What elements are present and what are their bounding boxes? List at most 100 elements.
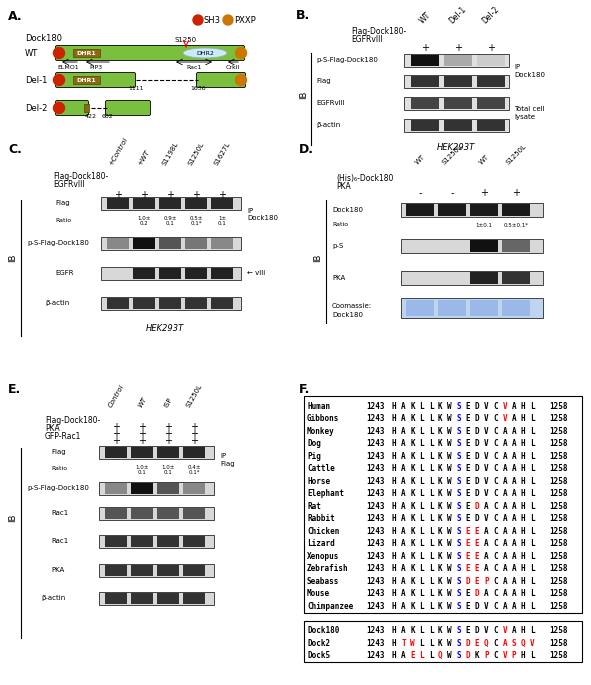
FancyBboxPatch shape [183, 483, 205, 494]
Text: K: K [410, 451, 415, 461]
Text: WT: WT [25, 49, 38, 58]
Text: K: K [438, 464, 443, 473]
FancyBboxPatch shape [185, 238, 207, 249]
FancyBboxPatch shape [411, 76, 439, 87]
Text: A: A [484, 589, 489, 598]
Text: A: A [502, 539, 507, 548]
Text: 1258: 1258 [549, 514, 567, 523]
Text: L: L [429, 626, 433, 635]
Text: 1243: 1243 [366, 401, 385, 411]
Text: WT: WT [417, 10, 433, 25]
Text: 1.0±: 1.0± [135, 465, 149, 470]
Text: L: L [420, 638, 424, 648]
Text: IP: IP [220, 453, 226, 459]
Text: K: K [410, 501, 415, 511]
FancyBboxPatch shape [106, 101, 151, 116]
Text: W: W [447, 589, 452, 598]
Text: K: K [410, 577, 415, 586]
Text: A: A [401, 401, 406, 411]
Text: EGFR: EGFR [55, 270, 73, 276]
Text: S: S [456, 501, 461, 511]
Text: p-S: p-S [332, 243, 343, 249]
Text: 1258: 1258 [549, 539, 567, 548]
FancyBboxPatch shape [304, 396, 582, 612]
Text: IB: IB [8, 254, 18, 262]
Text: PKA: PKA [45, 424, 60, 433]
Text: S: S [456, 489, 461, 498]
Text: 1243: 1243 [366, 464, 385, 473]
Text: +: + [480, 188, 488, 198]
Text: Q: Q [521, 638, 525, 648]
FancyBboxPatch shape [404, 54, 509, 67]
Text: L: L [530, 414, 535, 423]
FancyBboxPatch shape [185, 268, 207, 279]
Text: Flag: Flag [316, 78, 330, 84]
Text: E: E [475, 539, 479, 548]
Text: S: S [456, 564, 461, 573]
FancyBboxPatch shape [101, 237, 241, 250]
Text: K: K [410, 527, 415, 536]
Text: E: E [466, 514, 470, 523]
Text: 0.1: 0.1 [165, 221, 174, 226]
Text: Rac1: Rac1 [51, 510, 68, 516]
Text: +: + [164, 429, 172, 439]
FancyBboxPatch shape [131, 483, 153, 494]
Text: T: T [401, 638, 406, 648]
Text: Lizard: Lizard [307, 539, 335, 548]
Text: 0.4±: 0.4± [187, 465, 201, 470]
Text: A: A [401, 551, 406, 561]
Text: W: W [447, 451, 452, 461]
Text: L: L [530, 527, 535, 536]
Text: L: L [530, 589, 535, 598]
Text: D.: D. [299, 143, 314, 156]
Text: +: + [140, 190, 148, 200]
Text: Ratio: Ratio [51, 466, 67, 471]
Text: HEK293T: HEK293T [437, 143, 475, 152]
Text: C: C [493, 489, 498, 498]
Text: L: L [530, 501, 535, 511]
Text: L: L [420, 464, 424, 473]
Text: S1250L: S1250L [187, 140, 205, 166]
FancyBboxPatch shape [411, 120, 439, 131]
FancyBboxPatch shape [211, 238, 233, 249]
Text: 0.1*: 0.1* [190, 221, 202, 226]
Text: 1258: 1258 [549, 564, 567, 573]
FancyBboxPatch shape [105, 536, 127, 547]
Text: A: A [512, 489, 516, 498]
Text: L: L [420, 489, 424, 498]
Text: S: S [456, 577, 461, 586]
Text: 1243: 1243 [366, 551, 385, 561]
Text: K: K [438, 501, 443, 511]
Text: A: A [401, 514, 406, 523]
FancyBboxPatch shape [185, 298, 207, 309]
Text: L: L [420, 501, 424, 511]
Text: Flag: Flag [51, 449, 66, 455]
Text: L: L [530, 539, 535, 548]
FancyBboxPatch shape [502, 300, 530, 316]
Text: E: E [466, 601, 470, 611]
FancyBboxPatch shape [99, 507, 214, 520]
Text: E: E [466, 414, 470, 423]
Text: D: D [475, 464, 479, 473]
Text: Zebrafish: Zebrafish [307, 564, 349, 573]
Text: L: L [420, 601, 424, 611]
Text: H: H [521, 477, 525, 486]
FancyBboxPatch shape [101, 197, 241, 210]
Text: S: S [456, 514, 461, 523]
Text: H: H [521, 626, 525, 635]
Text: V: V [502, 651, 507, 660]
Text: Dock180: Dock180 [332, 207, 363, 213]
Text: A: A [502, 551, 507, 561]
Text: 1243: 1243 [366, 439, 385, 448]
Text: E: E [466, 564, 470, 573]
Text: S: S [456, 527, 461, 536]
Text: A: A [512, 564, 516, 573]
FancyBboxPatch shape [401, 203, 543, 217]
Text: E: E [466, 439, 470, 448]
Text: +Control: +Control [108, 136, 128, 166]
Text: C: C [493, 651, 498, 660]
Text: Cattle: Cattle [307, 464, 335, 473]
Text: L: L [420, 514, 424, 523]
Text: H: H [521, 439, 525, 448]
FancyBboxPatch shape [404, 75, 509, 88]
